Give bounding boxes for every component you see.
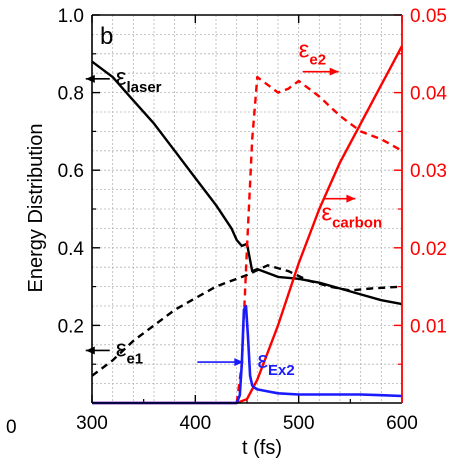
y-left-tick-label: 0.2: [58, 316, 84, 337]
annotation-label-carbon: εcarbon: [321, 200, 382, 232]
series-line-e1: [91, 264, 403, 377]
y-left-tick-label: 0.4: [58, 239, 85, 260]
tick-marks: [91, 14, 403, 403]
origin-label: 0: [6, 417, 17, 438]
x-tick-label: 400: [179, 413, 211, 434]
y-axis-title: Energy Distribution: [25, 124, 47, 293]
series-line-carbon: [92, 45, 404, 405]
annotation-e2: εe2: [299, 37, 339, 76]
panel-label: b: [100, 23, 113, 50]
annotation-arrow-head-laser: [85, 74, 95, 83]
annotation-arrow-head-e2: [329, 67, 339, 76]
x-tick-label: 300: [76, 413, 108, 434]
annotation-label-e1: εe1: [116, 335, 143, 367]
annotation-label-ex2: εEx2: [257, 347, 294, 379]
y-right-tick-label: 0.03: [410, 161, 447, 182]
annotation-label-laser: εlaser: [116, 64, 162, 96]
y-left-tick-label: 0.6: [58, 161, 84, 182]
y-right-tick-label: 0.01: [410, 316, 447, 337]
y-right-tick-label: 0.02: [410, 239, 447, 260]
grid-lines: [92, 15, 402, 403]
annotation-arrow-head-e1: [85, 346, 95, 355]
y-left-tick-label: 1.0: [58, 6, 84, 27]
series-line-ex2: [92, 304, 403, 405]
annotation-arrow-head-carbon: [346, 194, 356, 203]
annotation-label-e2: εe2: [299, 37, 326, 69]
y-right-tick-label: 0.04: [410, 84, 447, 105]
series-line-e2: [235, 75, 403, 404]
y-left-tick-label: 0.8: [58, 84, 84, 105]
annotation-ex2: εEx2: [197, 347, 295, 379]
data-series: [91, 45, 404, 405]
x-axis-title: t (fs): [242, 437, 282, 459]
plot-frame: [91, 14, 403, 404]
y-right-tick-label: 0.05: [410, 6, 447, 27]
series-annotations: εlaser εe1 εe2 εcarbon εEx2: [85, 37, 382, 379]
annotation-carbon: εcarbon: [321, 194, 382, 232]
annotation-e1: εe1: [85, 335, 143, 367]
annotation-arrow-head-ex2: [234, 358, 244, 367]
x-tick-label: 500: [283, 413, 315, 434]
x-tick-label: 600: [386, 413, 418, 434]
axis-labels: b 0 t (fs) Energy Distribution 300 400 500…: [6, 6, 447, 459]
